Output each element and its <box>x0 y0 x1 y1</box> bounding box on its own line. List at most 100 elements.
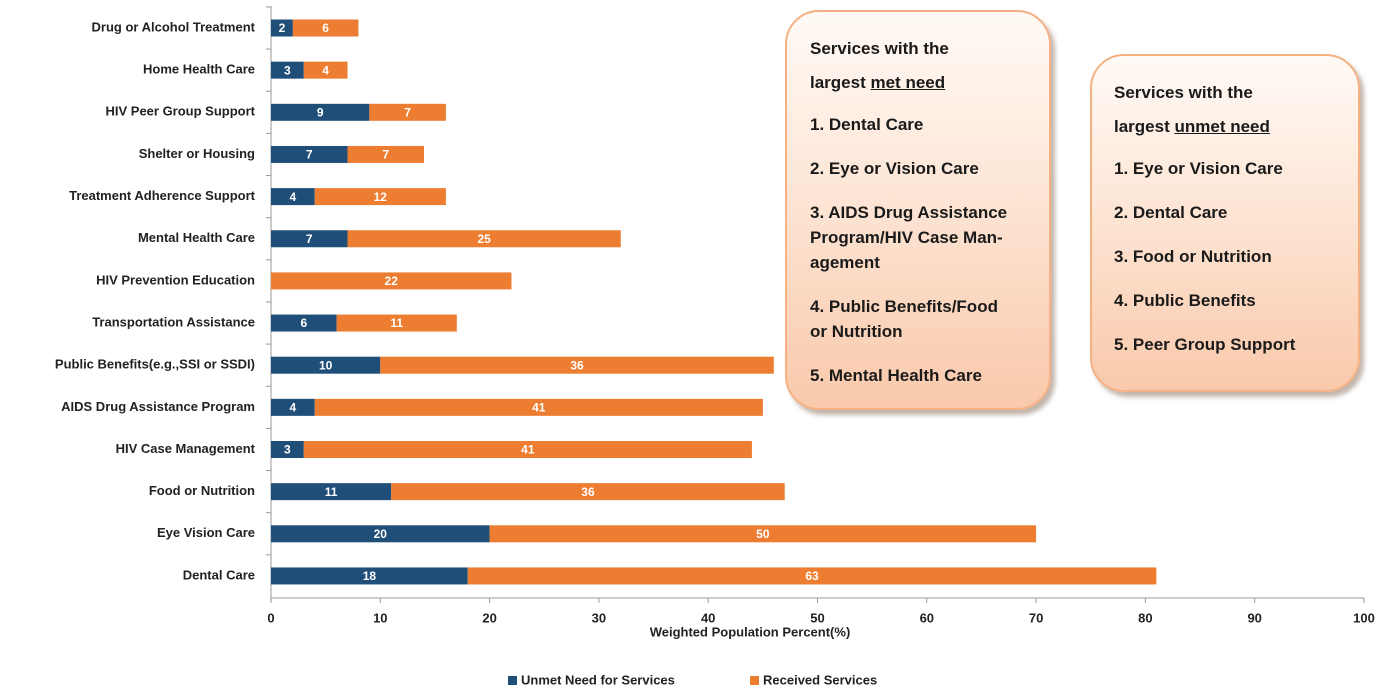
x-axis-label: Weighted Population Percent(%) <box>650 624 851 639</box>
annotation-item-line: agement <box>810 253 880 272</box>
data-label: 36 <box>570 358 584 372</box>
y-tick-label: HIV Peer Group Support <box>105 104 255 119</box>
bar-segment <box>489 525 1037 543</box>
y-tick-label: Drug or Alcohol Treatment <box>92 19 256 34</box>
bar-segment <box>271 441 304 458</box>
bar-segment <box>467 567 1157 585</box>
data-label: 6 <box>322 21 329 35</box>
y-tick-label: Mental Health Care <box>138 230 255 245</box>
data-label: 4 <box>322 63 329 77</box>
annotation-item: 2. Dental Care <box>1114 200 1344 225</box>
y-tick-label: HIV Prevention Education <box>96 272 255 287</box>
annotation-title-line: Services with the <box>1114 83 1253 102</box>
data-label: 6 <box>300 316 307 330</box>
bar-segment <box>271 567 468 585</box>
data-label: 63 <box>805 569 819 583</box>
bar-segment <box>271 19 293 37</box>
data-label: 9 <box>317 105 324 119</box>
legend-label: Received Services <box>763 672 877 687</box>
annotation-item-line: 3. AIDS Drug Assistance <box>810 203 1008 222</box>
legend-swatch <box>508 676 517 685</box>
y-tick-label: Dental Care <box>183 567 255 582</box>
annotation-item: 2. Eye or Vision Care <box>810 156 1035 181</box>
bar-segment <box>271 525 490 543</box>
bar-segment <box>369 103 446 121</box>
data-label: 7 <box>382 148 389 162</box>
data-label: 3 <box>284 443 291 457</box>
annotation-box: Services with the largest met need 1. Dent… <box>785 10 1051 410</box>
data-label: 7 <box>306 148 313 162</box>
data-label: 18 <box>363 569 377 583</box>
bar-segment <box>303 441 752 458</box>
x-tick-label: 100 <box>1353 610 1375 625</box>
y-tick-label: Treatment Adherence Support <box>69 188 256 203</box>
annotation-item-line: 1. Dental Care <box>810 115 924 134</box>
bar-segment <box>336 314 457 332</box>
bar-segment <box>271 61 304 79</box>
bar-segment <box>271 103 370 121</box>
bar-segment <box>271 188 315 206</box>
data-label: 4 <box>290 190 297 204</box>
bar-segment <box>347 230 621 248</box>
annotation-item-line: 4. Public Benefits/Food <box>810 297 998 316</box>
x-tick-label: 30 <box>592 610 606 625</box>
x-tick-label: 80 <box>1138 610 1152 625</box>
data-label: 36 <box>581 485 595 499</box>
data-label: 11 <box>390 316 403 330</box>
annotation-item-line: 4. Public Benefits <box>1114 291 1256 310</box>
annotation-item-line: Program/HIV Case Man- <box>810 228 1003 247</box>
bar-segment <box>271 314 337 332</box>
x-tick-label: 90 <box>1247 610 1261 625</box>
bar-segment <box>292 19 359 37</box>
y-tick-label: Transportation Assistance <box>92 314 255 329</box>
annotation-item: 5. Mental Health Care <box>810 363 1035 388</box>
bar-segment <box>314 398 763 416</box>
x-tick-label: 20 <box>482 610 496 625</box>
annotation-item: 4. Public Benefits/Food or Nutrition <box>810 294 1035 344</box>
data-label: 41 <box>521 443 535 457</box>
y-tick-label: Shelter or Housing <box>139 146 255 161</box>
data-label: 10 <box>319 358 333 372</box>
annotation-item: 1. Dental Care <box>810 112 1035 137</box>
y-tick-label: AIDS Drug Assistance Program <box>61 399 255 414</box>
bar-segment <box>271 483 392 501</box>
annotation-item-line: 5. Mental Health Care <box>810 366 982 385</box>
annotation-title-line: largest unmet need <box>1114 117 1270 136</box>
legend-label: Unmet Need for Services <box>521 672 675 687</box>
bar-segment <box>271 272 512 290</box>
x-tick-label: 50 <box>810 610 824 625</box>
annotation-title-line: Services with the <box>810 39 949 58</box>
annotation-item-line: or Nutrition <box>810 322 903 341</box>
data-label: 11 <box>325 485 338 499</box>
x-tick-label: 10 <box>373 610 387 625</box>
annotation-item-line: 5. Peer Group Support <box>1114 335 1296 354</box>
annotation-item-line: 2. Dental Care <box>1114 203 1228 222</box>
data-label: 7 <box>306 232 313 246</box>
data-label: 2 <box>279 21 286 35</box>
annotation-item-line: 1. Eye or Vision Care <box>1114 159 1283 178</box>
annotation-title-line: largest met need <box>810 73 946 92</box>
x-tick-label: 60 <box>920 610 934 625</box>
data-label: 4 <box>290 401 297 415</box>
y-tick-label: HIV Case Management <box>116 441 256 456</box>
annotation-box: Services with the largest unmet need 1. Ey… <box>1090 54 1360 392</box>
data-label: 22 <box>385 274 399 288</box>
y-tick-label: Food or Nutrition <box>149 483 255 498</box>
data-label: 50 <box>756 527 770 541</box>
annotation-item: 3. AIDS Drug Assistance Program/HIV Case … <box>810 200 1035 275</box>
annotation-title: Services with the largest unmet need <box>1114 76 1344 144</box>
data-label: 3 <box>284 63 291 77</box>
data-label: 25 <box>477 232 491 246</box>
data-label: 12 <box>374 190 388 204</box>
annotation-emphasis: met need <box>870 73 946 92</box>
bar-segment <box>303 61 348 79</box>
annotation-item: 5. Peer Group Support <box>1114 332 1344 357</box>
annotation-item: 1. Eye or Vision Care <box>1114 156 1344 181</box>
bar-segment <box>271 230 348 248</box>
annotation-item: 3. Food or Nutrition <box>1114 244 1344 269</box>
y-tick-label: Eye Vision Care <box>157 525 255 540</box>
y-tick-label: Public Benefits(e.g.,SSI or SSDI) <box>55 357 255 372</box>
x-tick-label: 0 <box>267 610 274 625</box>
bar-segment <box>271 145 348 163</box>
legend-swatch <box>750 676 759 685</box>
